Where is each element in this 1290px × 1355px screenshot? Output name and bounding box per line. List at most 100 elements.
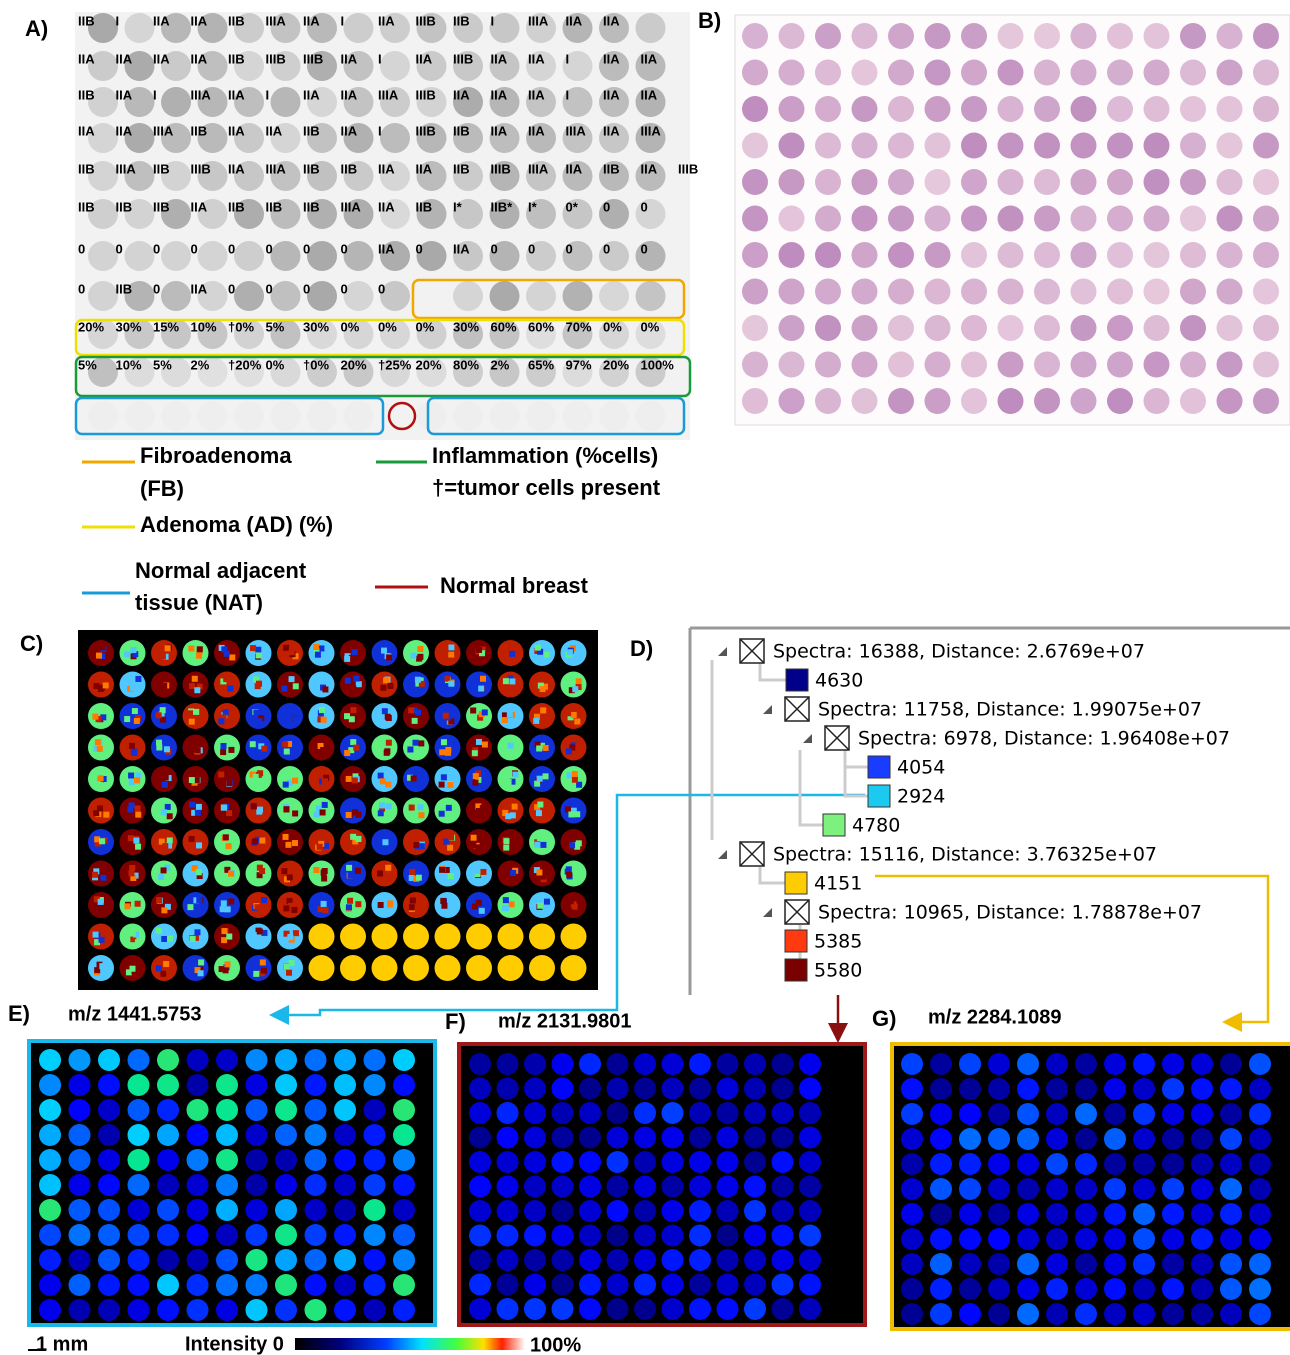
ion-core	[772, 1127, 794, 1149]
cluster-patch	[132, 708, 138, 714]
he-core	[852, 206, 878, 232]
ion-core	[959, 1278, 981, 1300]
cluster-patch	[412, 740, 418, 746]
cluster-patch	[225, 961, 231, 967]
ion-core	[1017, 1153, 1039, 1175]
ion-core	[1220, 1078, 1242, 1100]
ion-core	[275, 1199, 297, 1221]
cluster-patch	[321, 717, 327, 723]
he-core	[852, 133, 878, 159]
he-core	[925, 133, 951, 159]
ion-core	[607, 1151, 629, 1173]
ion-core	[216, 1099, 238, 1121]
cluster-patch	[387, 683, 393, 689]
cluster-patch	[321, 876, 327, 882]
ion-core	[689, 1127, 711, 1149]
ion-core	[1075, 1128, 1097, 1150]
he-core	[1217, 388, 1243, 414]
core-label: IIB	[416, 199, 433, 214]
cluster-patch	[569, 842, 575, 848]
cluster-patch	[162, 843, 168, 849]
ion-core	[772, 1249, 794, 1271]
cluster-patch	[156, 897, 162, 903]
cluster-patch	[447, 782, 453, 788]
cluster-patch	[129, 802, 135, 808]
he-core	[1253, 169, 1279, 195]
core-label: 80%	[453, 357, 479, 372]
core-label: 0	[266, 241, 273, 256]
ion-core	[469, 1298, 491, 1320]
ion-core	[1162, 1153, 1184, 1175]
ion-core	[469, 1053, 491, 1075]
ion-core	[744, 1225, 766, 1247]
he-core	[1144, 23, 1170, 49]
cluster-core	[561, 829, 587, 855]
core-label: 20%	[341, 357, 367, 372]
core-label: IIA	[341, 51, 358, 66]
he-core	[998, 388, 1024, 414]
ion-core	[772, 1200, 794, 1222]
ion-core	[524, 1298, 546, 1320]
core-label: †0%	[228, 319, 254, 334]
ion-core	[744, 1102, 766, 1124]
he-core	[1107, 133, 1133, 159]
cluster-patch	[572, 777, 578, 783]
tree-line	[760, 867, 785, 883]
he-core	[961, 279, 987, 305]
core-label: IIA	[153, 13, 170, 28]
core-label: I	[266, 87, 270, 102]
ion-core	[1249, 1103, 1271, 1125]
ion-core	[305, 1224, 327, 1246]
cluster-patch	[505, 813, 511, 819]
tissue-core	[271, 401, 301, 431]
ion-core	[393, 1199, 415, 1221]
ion-core	[744, 1200, 766, 1222]
cluster-patch	[576, 840, 582, 846]
cluster-patch	[198, 959, 204, 965]
cluster-core	[466, 955, 492, 981]
cluster-patch	[507, 743, 513, 749]
ion-core	[901, 1178, 923, 1200]
ion-core	[1220, 1253, 1242, 1275]
ion-core	[988, 1203, 1010, 1225]
ion-core	[901, 1078, 923, 1100]
he-core	[852, 23, 878, 49]
core-label: IIB	[228, 13, 245, 28]
ion-core	[988, 1153, 1010, 1175]
cluster-patch	[380, 778, 386, 784]
cluster-patch	[251, 932, 257, 938]
he-core	[1144, 388, 1170, 414]
cluster-patch	[313, 644, 319, 650]
he-core	[1034, 388, 1060, 414]
cluster-patch	[543, 745, 549, 751]
ion-core	[393, 1274, 415, 1296]
core-label: IIA	[641, 51, 658, 66]
cluster-patch	[320, 809, 326, 815]
ion-core	[799, 1200, 821, 1222]
he-core	[961, 315, 987, 341]
cluster-patch	[98, 775, 104, 781]
he-core	[852, 242, 878, 268]
core-label: IIIA	[528, 13, 549, 28]
ion-core	[1075, 1078, 1097, 1100]
ion-core	[689, 1102, 711, 1124]
core-label: 2%	[191, 357, 210, 372]
core-label: IIA	[228, 87, 245, 102]
ion-core	[744, 1249, 766, 1271]
cluster-patch	[543, 773, 549, 779]
core-label: IIB	[116, 199, 133, 214]
cluster-core	[561, 955, 587, 981]
cluster-patch	[319, 707, 325, 713]
cluster-patch	[350, 834, 356, 840]
ion-core	[607, 1274, 629, 1296]
cluster-patch	[385, 781, 391, 787]
tissue-core	[198, 401, 228, 431]
ion-core	[1133, 1253, 1155, 1275]
cluster-patch	[480, 869, 486, 875]
cluster-patch	[407, 746, 413, 752]
cluster-patch	[156, 965, 162, 971]
cluster-patch	[281, 868, 287, 874]
cluster-core	[277, 766, 303, 792]
tissue-core	[271, 241, 301, 271]
ion-core	[305, 1199, 327, 1221]
